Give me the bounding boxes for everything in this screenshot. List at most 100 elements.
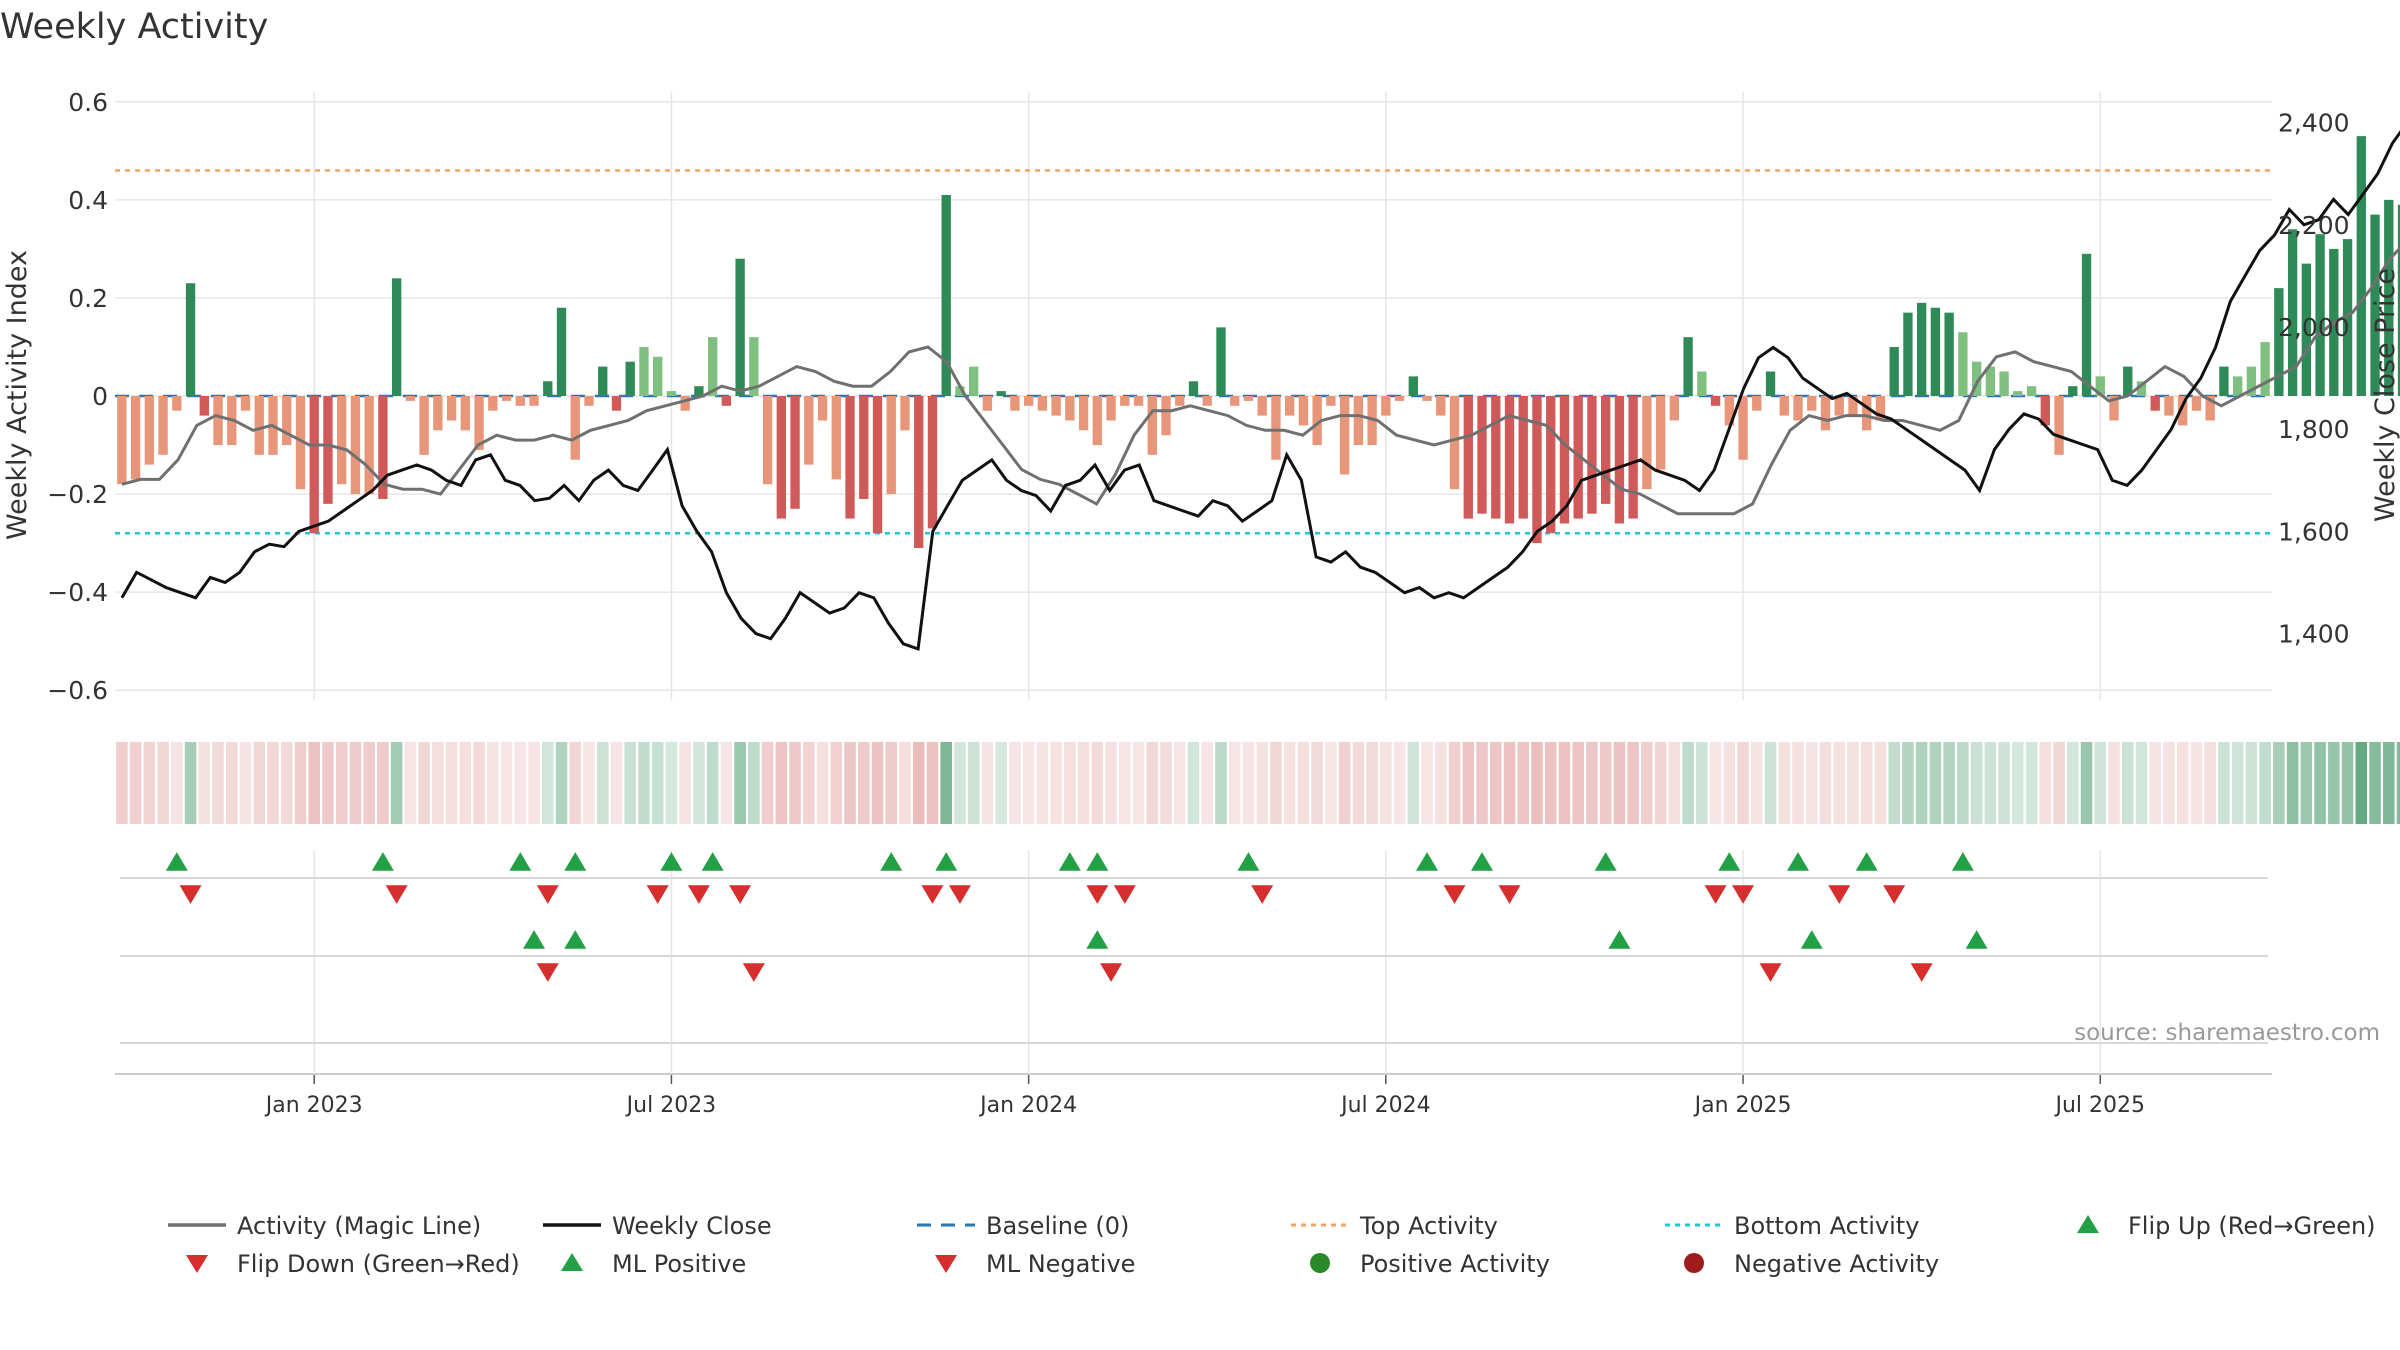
heat-strip-cell: [789, 742, 801, 824]
heat-strip-cell: [981, 742, 994, 824]
activity-bar: [2260, 342, 2270, 396]
legend-label: Bottom Activity: [1734, 1212, 1919, 1240]
heat-strip-cell: [1709, 742, 1722, 824]
heat-strip-cell: [2012, 742, 2024, 824]
activity-bar: [2040, 396, 2050, 426]
y2-axis-label: Weekly Close Price: [2370, 268, 2400, 522]
activity-bar: [872, 396, 883, 534]
heat-strip-cell: [1352, 742, 1365, 824]
activity-bar: [1106, 396, 1116, 421]
activity-bar: [309, 396, 319, 534]
heat-strip-cell: [761, 742, 774, 824]
heat-strip-cell: [830, 742, 843, 824]
heat-strip-cell: [967, 742, 980, 824]
weekly-close-line: [120, 130, 2400, 651]
heat-strip-cell: [693, 742, 705, 824]
heat-strip-cell: [1311, 742, 1323, 824]
flip-down-marker: [729, 885, 752, 904]
activity-bar: [625, 361, 635, 396]
heat-strip-cell: [2080, 742, 2093, 824]
activity-bar: [1752, 396, 1762, 411]
y-axis-label: Weekly Activity Index: [2, 250, 33, 540]
x-tick-label: Jul 2024: [1339, 1093, 1431, 1118]
heat-strip-cell: [239, 742, 252, 824]
heat-strip-cell: [1338, 742, 1351, 824]
activity-bar: [2109, 396, 2119, 421]
heat-strip-cell: [1558, 742, 1571, 824]
activity-bar: [2384, 199, 2394, 396]
heat-strip-cell: [487, 742, 499, 824]
heat-strip-cell: [280, 742, 293, 824]
y-tick-label: −0.2: [47, 480, 108, 509]
heat-strip-cell: [2204, 742, 2216, 824]
activity-bar: [1271, 396, 1281, 460]
heat-strip-cell: [473, 742, 485, 824]
activity-bar: [1133, 396, 1144, 406]
legend-label: Activity (Magic Line): [237, 1212, 481, 1240]
x-tick-label: Jan 2023: [264, 1093, 363, 1118]
activity-bar: [996, 391, 1006, 396]
heat-strip-cell: [1764, 742, 1777, 824]
legend-label: Weekly Close: [612, 1212, 772, 1240]
heat-strip-cell: [1682, 742, 1694, 824]
heat-strip-cell: [445, 742, 458, 824]
legend-item: Activity (Magic Line): [168, 1212, 481, 1240]
heat-strip-cell: [995, 742, 1007, 824]
activity-bar: [804, 396, 814, 465]
activity-bar: [378, 396, 388, 499]
activity-bar: [1518, 396, 1528, 519]
activity-bar: [1491, 396, 1501, 519]
activity-bar: [172, 396, 182, 411]
heat-strip-cell: [1077, 742, 1090, 824]
flip-up-marker: [1855, 852, 1878, 871]
activity-bar: [130, 396, 141, 480]
heat-strip-cell: [1503, 742, 1516, 824]
heat-strip-cell: [335, 742, 348, 824]
activity-bar: [1793, 396, 1803, 421]
activity-bar: [584, 396, 594, 406]
legend-item: Weekly Close: [543, 1212, 772, 1240]
activity-bar: [556, 307, 567, 396]
legend-item: Bottom Activity: [1665, 1212, 1919, 1240]
heat-strip-cell: [226, 742, 238, 824]
activity-bar: [446, 396, 457, 421]
heat-strip-cell: [1998, 742, 2010, 824]
heat-strip-cell: [1421, 742, 1433, 824]
activity-bar: [1669, 396, 1680, 421]
heat-strip-cell: [2369, 742, 2381, 824]
activity-bar: [2068, 386, 2078, 396]
activity-bar: [1408, 376, 1418, 396]
flip-down-marker: [1443, 885, 1466, 904]
legend-swatch-circle: [1684, 1253, 1704, 1273]
axes: 0.6 0.4 0.2 0 −0.2 −0.4 −0.6 2,400 2,200 2,000 1,8…: [47, 88, 2349, 1118]
flip-down-marker: [179, 885, 202, 904]
legend-item: Flip Up (Red→Green): [2077, 1212, 2376, 1240]
activity-bar: [1023, 396, 1034, 406]
activity-bar: [1449, 396, 1460, 490]
activity-bar: [1546, 396, 1556, 534]
heat-strip-cell: [390, 742, 403, 824]
ml-negative-marker: [742, 963, 765, 982]
heat-strip-cell: [2300, 742, 2313, 824]
activity-bar: [199, 396, 209, 416]
activity-bar: [1655, 396, 1666, 470]
activity-bar: [666, 391, 677, 396]
heat-strip-cell: [2314, 742, 2326, 824]
heat-strip-cell: [1874, 742, 1887, 824]
activity-bar: [405, 396, 416, 401]
activity-bar: [1161, 396, 1171, 436]
activity-bar: [1120, 396, 1130, 406]
heat-strip-cell: [129, 742, 142, 824]
heat-strip-cell: [1751, 742, 1763, 824]
flip-down-marker: [1704, 885, 1727, 904]
activity-bar: [295, 396, 306, 490]
flip-up-marker: [1086, 852, 1109, 871]
heat-strip-cell: [1792, 742, 1804, 824]
legend-swatch-triangle-up: [2077, 1215, 2099, 1233]
ml-positive-marker: [1965, 930, 1988, 949]
activity-bar: [749, 337, 759, 396]
heat-strip-cell: [1819, 742, 1832, 824]
activity-bar: [1010, 396, 1020, 411]
heat-strip-cell: [528, 742, 540, 824]
